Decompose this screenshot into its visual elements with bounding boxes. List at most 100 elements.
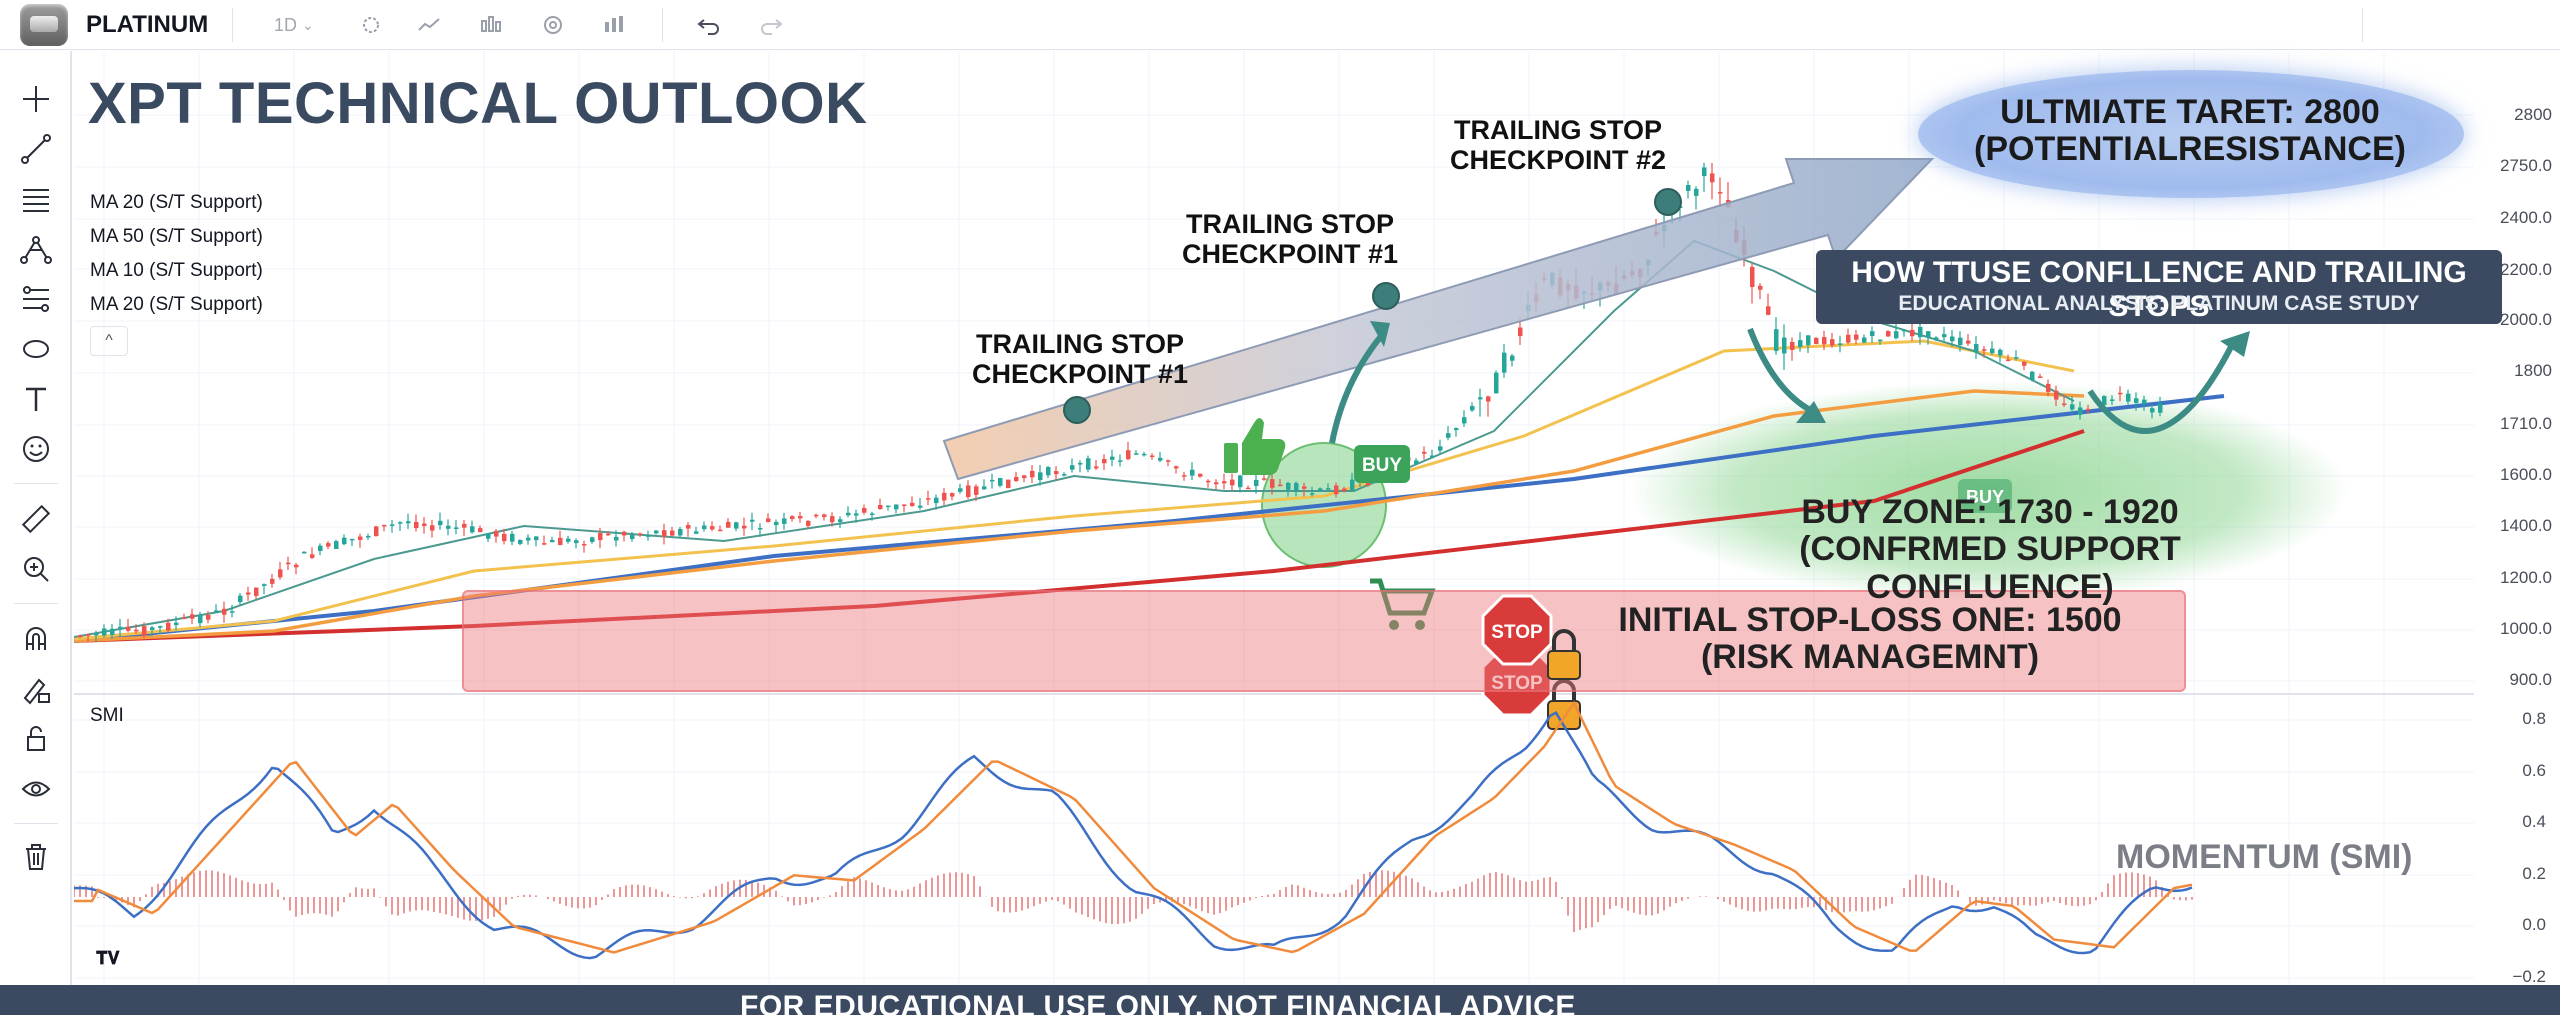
ruler-icon[interactable] [16,499,56,539]
candle-body [2110,399,2115,401]
text-icon[interactable] [16,379,56,419]
candle-body [966,485,971,498]
trash-icon[interactable] [16,837,56,877]
candle-body [902,504,907,506]
candle-body [1950,336,1955,342]
candle-body [694,531,699,534]
candle-body [142,626,147,636]
candle-body [1262,478,1267,480]
price-axis[interactable]: 2800 2750.0 2400.0 2200.0 2000.0 1800 17… [2474,51,2560,986]
padlock-icon [1547,629,1581,680]
page-title: XPT TECHNICAL OUTLOOK [88,71,868,136]
candle-body [174,622,179,626]
candle-body [1686,184,1691,191]
crosshair-icon[interactable] [16,79,56,119]
top-toolbar: PLATINUM 1D ⌄ [0,0,2560,50]
trailing-stop-line: TRAILING STOP [975,329,1184,359]
candle-body [518,539,523,544]
symbol-name[interactable]: PLATINUM [86,11,209,38]
target-line: (POTENTIALRESISTANCE) [1974,130,2406,169]
price-label: 1000.0 [2500,619,2552,638]
line-chart-icon[interactable] [414,10,444,40]
candle-body [1854,334,1859,340]
candle-body [806,520,811,526]
stop-sign-label: STOP [1491,622,1543,643]
lock-drawing-icon[interactable] [16,669,56,709]
candle-body [1494,372,1499,394]
candle-body [1070,465,1075,470]
legend-ma-row[interactable]: MA 20 (S/T Support) [90,294,263,315]
candle-body [2014,357,2019,359]
candle-body [158,626,163,628]
candle-body [678,528,683,536]
legend-ma-row[interactable]: MA 10 (S/T Support) [90,260,263,281]
target-ellipse [1918,70,2464,198]
lines-icon[interactable] [16,179,56,219]
candle-body [470,526,475,533]
candle-body [494,530,499,537]
candle-body [1278,484,1283,487]
candle-body [1790,341,1795,350]
chevron-down-icon: ⌄ [302,16,314,33]
candle-body [742,525,747,529]
candle-body [2038,376,2043,378]
candle-body [886,505,891,508]
candle-body [1246,487,1251,490]
candle-body [1166,460,1171,462]
indicators-icon[interactable] [600,10,630,40]
lock-icon[interactable] [16,719,56,759]
legend-collapse-button[interactable]: ^ [90,326,128,356]
candle-body [294,564,299,568]
checkpoint-2-dot [1654,188,1682,216]
emoji-icon[interactable] [16,429,56,469]
shapes-icon[interactable] [16,329,56,369]
zoom-icon[interactable] [16,549,56,589]
candle-body [862,507,867,513]
price-label: 2200.0 [2500,260,2552,279]
price-label: 2750.0 [2500,156,2552,175]
candle-body [718,529,723,532]
candle-body [390,524,395,526]
candle-body [246,592,251,595]
toolbar-divider [662,8,663,42]
price-label: 2400.0 [2500,208,2552,227]
candle-body [1438,446,1443,451]
trendline-icon[interactable] [16,129,56,169]
candle-body [254,587,259,596]
price-label: 900.0 [2509,670,2552,689]
checkpoint-1a-dot [1063,396,1091,424]
candle-body [2022,361,2027,366]
bar-chart-icon[interactable] [476,10,506,40]
candle-body [1518,327,1523,337]
candle-body [526,537,531,541]
fib-icon[interactable] [16,279,56,319]
magnet-icon[interactable] [16,619,56,659]
interval-dropdown[interactable]: 1D ⌄ [274,10,314,40]
price-label: 2800 [2514,105,2552,124]
candle-body [1230,479,1235,486]
tradingview-logo-icon[interactable]: 𝐓𝐕 [96,948,120,968]
candle-body [1478,397,1483,400]
undo-icon[interactable] [694,10,724,40]
candle-body [94,633,99,636]
smi-axis-label: 0.6 [2522,761,2546,780]
chart-pane[interactable]: BUY BUY STOP [74,51,2474,985]
candle-body [1102,458,1107,464]
settings-icon[interactable] [538,10,568,40]
legend-ma-row[interactable]: MA 20 (S/T Support) [90,192,263,213]
symbol-logo-icon[interactable] [20,4,68,46]
candle-body [1758,285,1763,290]
smi-pane-label[interactable]: SMI [90,705,124,726]
candle-body [798,515,803,519]
eye-icon[interactable] [16,769,56,809]
chart-canvas[interactable]: BUY BUY STOP [74,51,2474,985]
redo-icon[interactable] [756,10,786,40]
candle-body [1094,466,1099,469]
candle-body [910,502,915,507]
legend-ma-row[interactable]: MA 50 (S/T Support) [90,226,263,247]
pitchfork-icon[interactable] [16,229,56,269]
indicator-icon[interactable] [356,10,386,40]
candle-body [590,537,595,543]
candle-body [478,528,483,533]
